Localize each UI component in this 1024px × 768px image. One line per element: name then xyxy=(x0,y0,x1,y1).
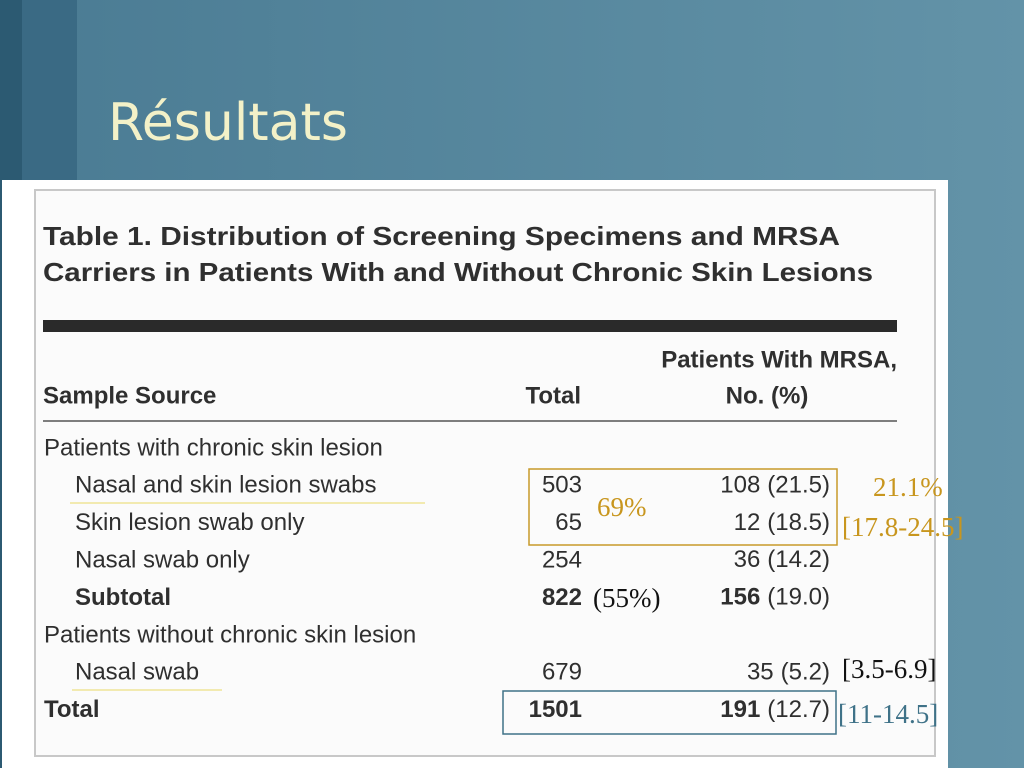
total-cell: 679 xyxy=(542,659,582,686)
row-label: Patients without chronic skin lesion xyxy=(44,621,416,648)
annotation: 21.1% xyxy=(873,472,943,502)
mrsa-percent: (14.2) xyxy=(767,547,830,574)
table: Table 1. Distribution of Screening Speci… xyxy=(43,221,897,723)
row-label: Patients with chronic skin lesion xyxy=(44,434,383,461)
annotation: (55%) xyxy=(593,583,660,613)
row-label-bold: Total xyxy=(44,696,100,723)
mrsa-percent: (18.5) xyxy=(767,509,830,536)
total-cell: 1501 xyxy=(529,696,582,723)
row-label: Nasal and skin lesion swabs xyxy=(75,472,377,499)
mrsa-cell: 191 (12.7) xyxy=(720,696,830,723)
total-cell: 254 xyxy=(542,547,582,574)
column-header: Total xyxy=(525,382,581,409)
mrsa-cell: 35 (5.2) xyxy=(747,659,830,686)
mrsa-count: 108 xyxy=(720,472,760,499)
annotation: 69% xyxy=(597,492,647,522)
row-label: Nasal swab xyxy=(75,659,199,686)
total-cell: 822 xyxy=(542,584,582,611)
highlight-box xyxy=(502,690,837,735)
total-cell: 503 xyxy=(542,472,582,499)
column-header: No. (%) xyxy=(726,382,809,409)
mrsa-count: 156 xyxy=(720,584,760,611)
mrsa-percent: (19.0) xyxy=(767,584,830,611)
mrsa-percent: (5.2) xyxy=(781,659,830,686)
table-frame xyxy=(34,189,936,757)
mrsa-count: 36 xyxy=(734,547,761,574)
mrsa-count: 12 xyxy=(734,509,761,536)
mrsa-count: 191 xyxy=(720,696,760,723)
mrsa-cell: 36 (14.2) xyxy=(734,547,830,574)
column-header: Patients With MRSA, xyxy=(661,346,897,373)
annotation: [11-14.5] xyxy=(838,699,938,729)
row-label: Nasal swab only xyxy=(75,547,250,574)
mrsa-percent: (21.5) xyxy=(767,472,830,499)
mrsa-cell: 12 (18.5) xyxy=(734,509,830,536)
annotation: [17.8-24.5] xyxy=(842,512,963,542)
slide-title: Résultats xyxy=(108,93,348,153)
table-title: Table 1. Distribution of Screening Speci… xyxy=(43,221,840,251)
highlight-box xyxy=(528,468,838,546)
mrsa-cell: 156 (19.0) xyxy=(720,584,830,611)
annotation: [3.5-6.9] xyxy=(842,654,936,684)
row-label-bold: Subtotal xyxy=(75,584,171,611)
column-header: Sample Source xyxy=(43,382,216,409)
mrsa-count: 35 xyxy=(747,659,774,686)
mrsa-percent: (12.7) xyxy=(767,696,830,723)
table-rule xyxy=(43,320,897,332)
total-cell: 65 xyxy=(555,509,582,536)
mrsa-cell: 108 (21.5) xyxy=(720,472,830,499)
row-label: Skin lesion swab only xyxy=(75,509,304,536)
table-title: Carriers in Patients With and Without Ch… xyxy=(43,257,873,287)
